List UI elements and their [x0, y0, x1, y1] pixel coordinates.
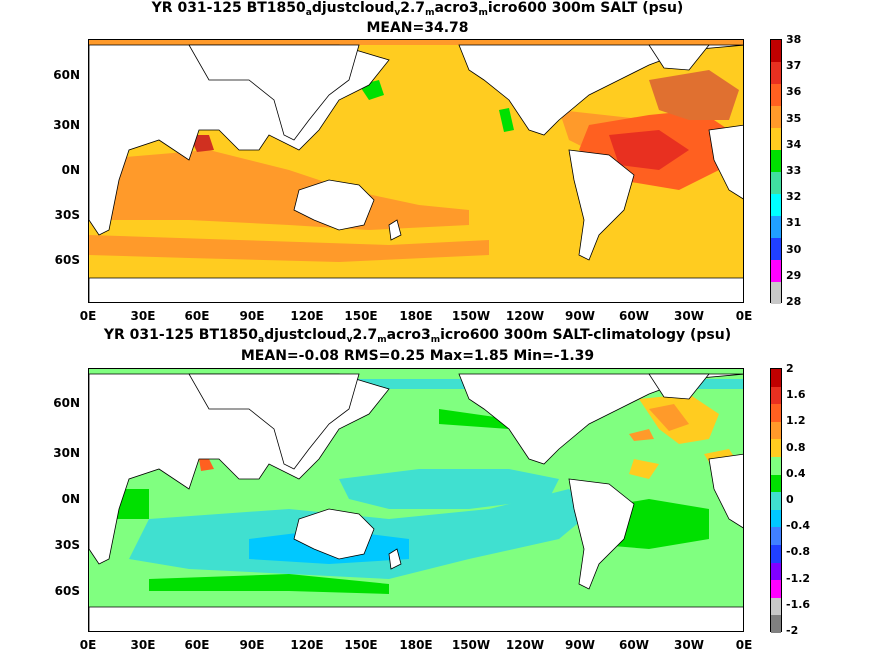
colorbar-label: -0.4	[786, 519, 811, 533]
top-lon-label: 30E	[130, 309, 156, 323]
colorbar-label: 34	[786, 137, 802, 151]
colorbar-swatch	[771, 509, 781, 528]
colorbar-swatch	[771, 615, 781, 633]
colorbar-label: 36	[786, 85, 802, 99]
colorbar-swatch	[771, 216, 781, 238]
colorbar-swatch	[771, 260, 781, 282]
top-lat-60n: 60N	[53, 68, 80, 82]
top-stats: MEAN=34.78	[366, 20, 469, 36]
colorbar-swatch	[771, 62, 781, 84]
bottom-stats: MEAN=-0.08 RMS=0.25 Max=1.85 Min=-1.39	[240, 348, 595, 364]
colorbar-swatch	[771, 150, 781, 172]
bottom-lon-label: 60W	[619, 638, 649, 652]
colorbar-swatch	[771, 194, 781, 216]
colorbar-swatch	[771, 544, 781, 563]
top-lon-label: 0E	[735, 309, 753, 323]
colorbar-swatch	[771, 172, 781, 194]
bottom-lon-label: 120E	[290, 638, 324, 652]
colorbar-label: 0.4	[786, 466, 806, 480]
bottom-lon-label: 30W	[674, 638, 704, 652]
colorbar-swatch	[771, 404, 781, 422]
colorbar-label: 32	[786, 190, 802, 204]
colorbar-swatch	[771, 386, 781, 405]
bottom-lat-60s: 60S	[54, 584, 80, 598]
colorbar-swatch	[771, 474, 781, 493]
bottom-lon-label: 0E	[735, 638, 753, 652]
bottom-lon-label: 150W	[451, 638, 491, 652]
top-salinity-map	[88, 39, 744, 303]
colorbar-label: 35	[786, 111, 802, 125]
bottom-lat-0n: 0N	[61, 492, 80, 506]
colorbar-swatch	[771, 238, 781, 260]
top-title: YR 031-125 BT1850adjustcloudv2.7macro3mi…	[151, 0, 684, 18]
top-lon-label: 0E	[79, 309, 97, 323]
bottom-title: YR 031-125 BT1850adjustcloudv2.7macro3mi…	[103, 327, 732, 345]
bottom-anomaly-map	[88, 368, 744, 632]
bottom-lat-30s: 30S	[54, 538, 80, 552]
colorbar-label: 38	[786, 33, 802, 46]
colorbar-label: 1.6	[786, 388, 806, 402]
colorbar-swatch	[771, 492, 781, 510]
top-lat-30n: 30N	[53, 118, 80, 132]
colorbar-swatch	[771, 456, 781, 475]
top-colorbar	[770, 39, 782, 304]
bottom-lon-label: 180E	[399, 638, 433, 652]
colorbar-swatch	[771, 282, 781, 304]
top-lon-label: 120E	[290, 309, 324, 323]
colorbar-label: 33	[786, 164, 802, 177]
bottom-colorbar	[770, 368, 782, 633]
colorbar-swatch	[771, 84, 781, 106]
colorbar-label: 37	[786, 59, 802, 73]
colorbar-label: 29	[786, 268, 802, 282]
colorbar-label: 30	[786, 242, 802, 256]
colorbar-swatch	[771, 106, 781, 128]
colorbar-label: 28	[786, 295, 802, 308]
top-lon-label: 60E	[184, 309, 210, 323]
colorbar-swatch	[771, 369, 781, 387]
colorbar-swatch	[771, 580, 781, 598]
bottom-lon-label: 0E	[79, 638, 97, 652]
top-lon-label: 180E	[399, 309, 433, 323]
colorbar-label: 1.2	[786, 414, 806, 428]
colorbar-label: -2	[786, 624, 799, 637]
top-lat-60s: 60S	[54, 253, 80, 267]
colorbar-swatch	[771, 527, 781, 545]
colorbar-swatch	[771, 597, 781, 616]
colorbar-label: 31	[786, 216, 802, 230]
bottom-lon-label: 120W	[505, 638, 545, 652]
top-lat-0n: 0N	[61, 163, 80, 177]
bottom-lon-label: 90E	[239, 638, 265, 652]
bottom-lon-label: 30E	[130, 638, 156, 652]
colorbar-label: 0.8	[786, 440, 806, 454]
bottom-lon-label: 150E	[344, 638, 378, 652]
top-lon-label: 60W	[619, 309, 649, 323]
bottom-lat-30n: 30N	[53, 446, 80, 460]
top-lon-label: 150E	[344, 309, 378, 323]
top-lon-label: 120W	[505, 309, 545, 323]
colorbar-swatch	[771, 562, 781, 581]
bottom-lon-label: 90W	[565, 638, 595, 652]
colorbar-label: 2	[786, 362, 794, 375]
colorbar-label: -1.6	[786, 597, 811, 611]
colorbar-label: 0	[786, 493, 794, 506]
bottom-lat-60n: 60N	[53, 396, 80, 410]
colorbar-label: -0.8	[786, 545, 811, 559]
colorbar-swatch	[771, 439, 781, 457]
top-lon-label: 90W	[565, 309, 595, 323]
top-lon-label: 150W	[451, 309, 491, 323]
colorbar-swatch	[771, 40, 781, 62]
colorbar-swatch	[771, 128, 781, 150]
colorbar-label: -1.2	[786, 571, 811, 585]
top-lon-label: 30W	[674, 309, 704, 323]
bottom-lon-label: 60E	[184, 638, 210, 652]
top-lat-30s: 30S	[54, 208, 80, 222]
colorbar-swatch	[771, 421, 781, 440]
top-lon-label: 90E	[239, 309, 265, 323]
